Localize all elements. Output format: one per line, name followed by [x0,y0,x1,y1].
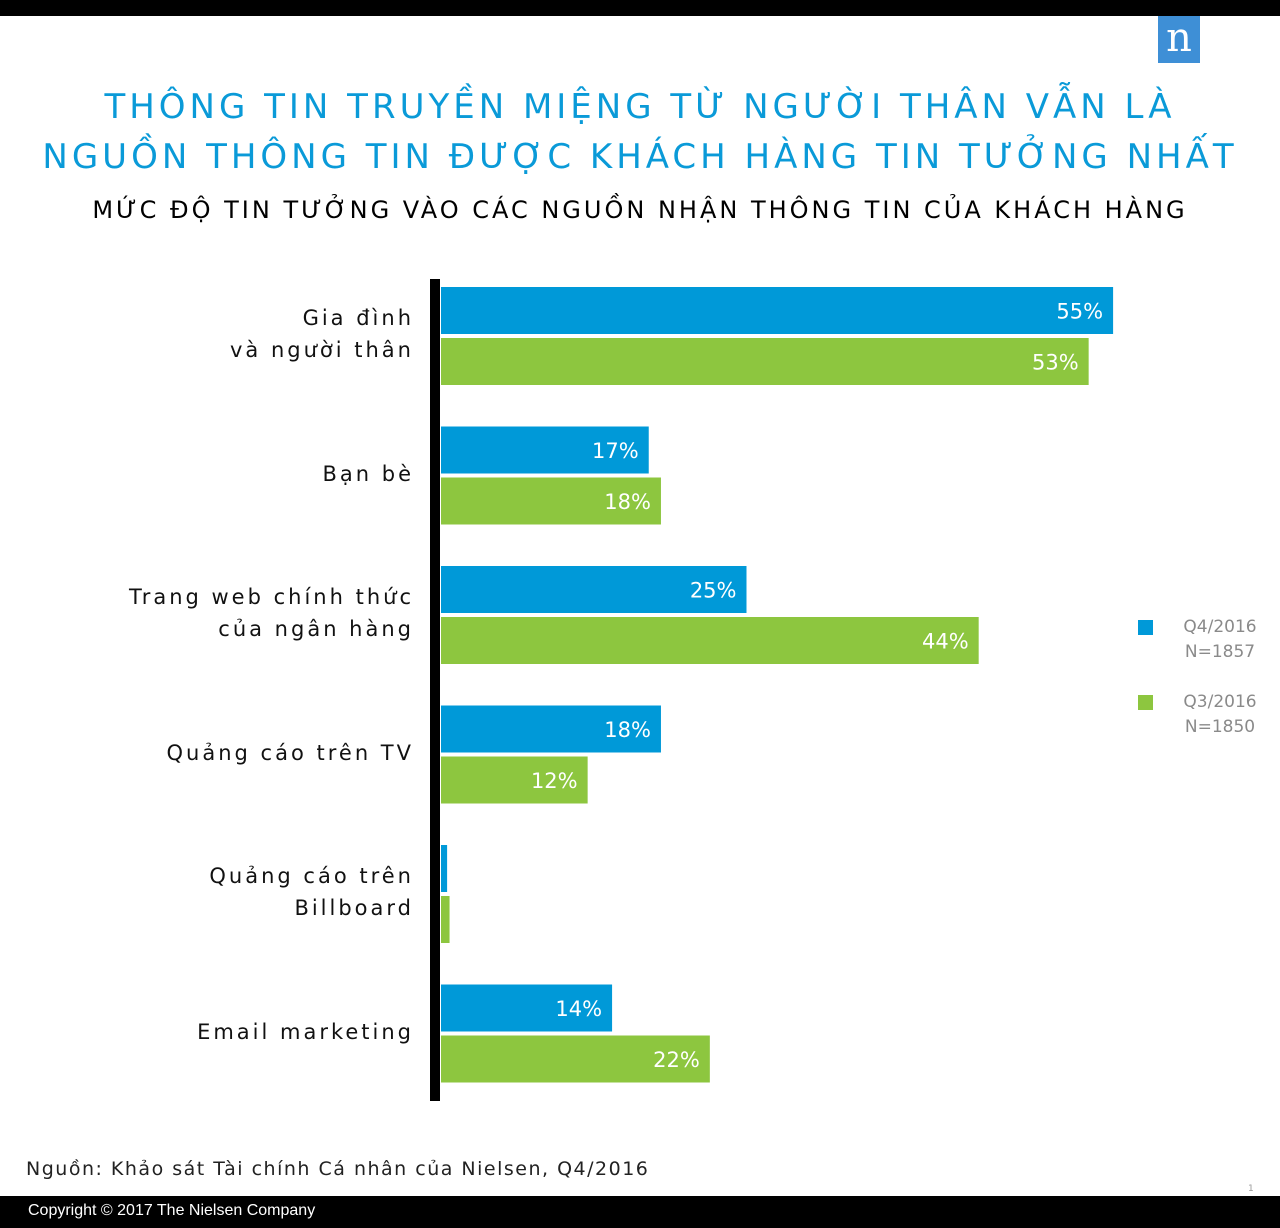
legend-sample-size: N=1850 [1184,717,1256,737]
category-label: Email marketing [14,1016,414,1048]
bar-q3-1 [441,477,661,525]
title-line-2: NGUỒN THÔNG TIN ĐƯỢC KHÁCH HÀNG TIN TƯỞN… [42,137,1238,177]
data-label: 18% [604,490,651,514]
category-label-line: của ngân hàng [218,617,414,641]
legend-text: Q3/2016 N=1850 [1160,690,1280,740]
bar-q3-2 [441,617,979,664]
category-label: Quảng cáo trên Billboard [14,860,414,924]
chart-title: MỨC ĐỘ TIN TƯỞNG VÀO CÁC NGUỒN NHẬN THÔN… [92,196,1188,224]
data-label: 0.7% [394,912,440,933]
category-label-line: Email marketing [197,1019,414,1044]
legend-swatch [1138,620,1153,635]
bar-q3-4 [441,896,450,943]
data-label: 17% [592,439,639,463]
data-label: 44% [922,630,969,654]
legend-sample-size: N=1857 [1184,642,1256,662]
data-label: 55% [1056,300,1103,324]
bar-q4-4 [441,845,448,892]
category-label: Gia đình và người thân [14,302,414,366]
data-label: 18% [604,718,651,742]
category-label-line: Gia đình [302,306,414,330]
category-label: Trang web chính thức của ngân hàng [14,581,414,645]
y-axis-line [430,279,440,1101]
top-bar [0,0,1280,16]
bar-q3-3 [441,756,588,804]
page-title: THÔNG TIN TRUYỀN MIỆNG TỪ NGƯỜI THÂN VẪN… [0,82,1280,182]
legend-series-name: Q3/2016 [1183,692,1257,712]
bar-q4-1 [441,426,649,474]
category-label: Bạn bè [14,458,414,490]
data-label: 22% [653,1048,700,1072]
source-note: Nguồn: Khảo sát Tài chính Cá nhân của Ni… [26,1158,650,1180]
copyright-text: Copyright © 2017 The Nielsen Company [28,1202,316,1219]
page-number: 1 [1248,1184,1254,1194]
legend-text: Q4/2016 N=1857 [1160,615,1280,665]
nielsen-logo: n [1158,16,1200,63]
category-label: Quảng cáo trên TV [14,737,414,769]
bar-q4-3 [441,705,661,753]
legend-swatch [1138,695,1153,710]
bar-q4-2 [441,566,747,613]
category-label-line: Quảng cáo trên TV [166,740,414,765]
legend-series-name: Q4/2016 [1183,617,1257,637]
footer-bar: Copyright © 2017 The Nielsen Company [0,1196,1280,1228]
data-label: 25% [690,579,737,603]
title-line-1: THÔNG TIN TRUYỀN MIỆNG TỪ NGƯỜI THÂN VẪN… [104,87,1176,127]
data-label: 0.5% [391,861,437,882]
data-label: 12% [531,769,578,793]
category-label-line: và người thân [229,338,414,362]
category-label-line: Bạn bè [322,461,414,486]
category-label-line: Trang web chính thức [128,585,414,609]
bar-q4-5 [441,984,613,1032]
bar-q4-0 [441,287,1114,334]
bar-q3-0 [441,338,1089,385]
bar-q3-5 [441,1035,710,1083]
category-label-line: Quảng cáo trên [209,864,414,888]
data-label: 14% [555,997,602,1021]
category-label-line: Billboard [294,896,414,920]
data-label: 53% [1032,351,1079,375]
